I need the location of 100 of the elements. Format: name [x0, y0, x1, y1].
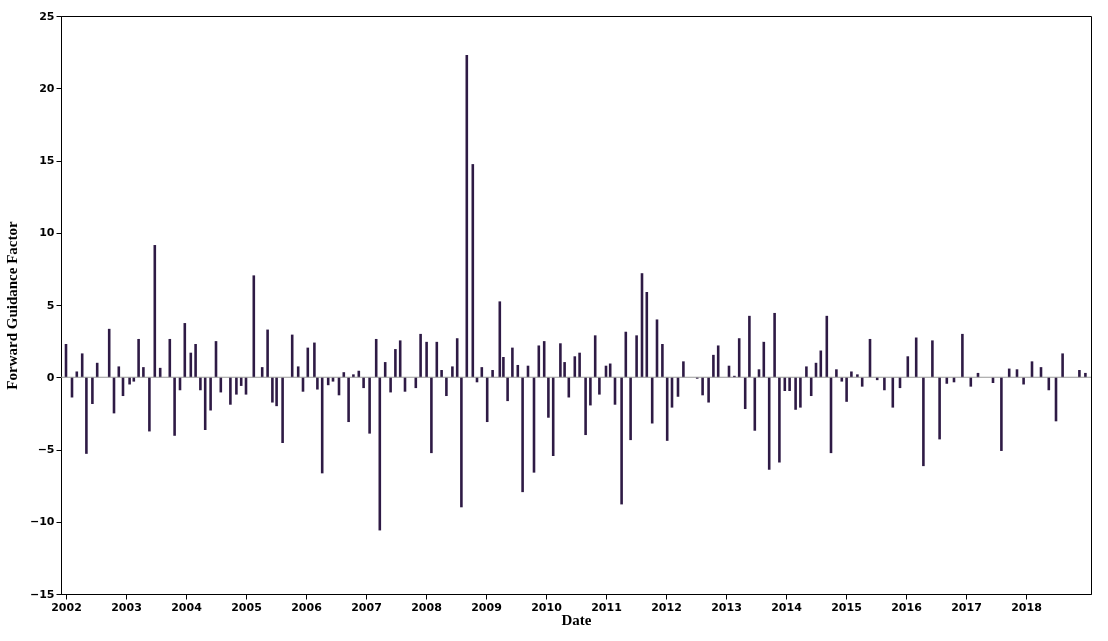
- x-tick-label: 2016: [891, 600, 923, 614]
- bar: [845, 377, 848, 402]
- bar: [158, 367, 162, 378]
- bar: [290, 334, 294, 378]
- bar: [809, 377, 813, 397]
- bar: [394, 349, 397, 378]
- bar: [485, 377, 489, 423]
- y-tick-label: 25: [39, 9, 55, 23]
- bar: [235, 377, 238, 395]
- bar: [547, 377, 550, 418]
- x-tick-label: 2008: [411, 600, 442, 614]
- bar: [835, 369, 838, 378]
- bar: [620, 377, 623, 505]
- bar: [91, 377, 94, 404]
- bar: [209, 377, 212, 411]
- bar: [1007, 368, 1011, 378]
- bar: [608, 363, 612, 378]
- bar: [229, 377, 232, 405]
- bar: [551, 377, 555, 456]
- bar: [521, 377, 524, 493]
- bar: [629, 377, 632, 441]
- bar: [794, 377, 797, 410]
- bar: [425, 341, 428, 378]
- bar: [635, 335, 638, 378]
- bar: [491, 370, 494, 378]
- x-tick-label: 2003: [111, 600, 142, 614]
- bar: [95, 362, 99, 378]
- bar: [593, 335, 597, 378]
- bar: [650, 377, 654, 424]
- x-tick-label: 2018: [1011, 600, 1042, 614]
- y-axis-title: Forward Guidance Factor: [3, 221, 20, 390]
- bar: [440, 370, 443, 378]
- x-tick-label: 2011: [591, 600, 622, 614]
- bar: [107, 328, 111, 378]
- bar: [374, 338, 378, 378]
- x-tick-label: 2006: [291, 600, 323, 614]
- bar: [313, 342, 316, 378]
- bar: [712, 354, 715, 378]
- bar: [320, 377, 324, 474]
- bar: [1000, 377, 1003, 451]
- bar: [430, 377, 433, 454]
- bar: [368, 377, 371, 434]
- bar: [788, 377, 791, 391]
- y-tick-label: −10: [29, 515, 55, 529]
- bar: [137, 338, 140, 378]
- bar: [701, 377, 704, 396]
- bar: [199, 377, 202, 391]
- bar: [80, 353, 84, 378]
- x-tick-label: 2002: [51, 600, 82, 614]
- bar: [260, 367, 264, 378]
- bar: [511, 347, 514, 378]
- bar: [362, 377, 365, 389]
- bar: [1078, 370, 1081, 378]
- bar: [743, 377, 747, 410]
- bar: [455, 338, 459, 378]
- bar: [398, 340, 402, 378]
- bar: [914, 337, 918, 378]
- bar: [805, 366, 808, 378]
- bar: [389, 377, 392, 393]
- bar: [460, 377, 463, 508]
- bar: [542, 341, 546, 378]
- bar: [737, 338, 741, 378]
- bar: [856, 374, 859, 378]
- bar: [142, 367, 145, 378]
- bar: [598, 377, 601, 395]
- bar: [352, 374, 355, 378]
- y-tick-label: 5: [46, 298, 55, 312]
- x-tick-label: 2015: [831, 600, 862, 614]
- bar: [661, 344, 664, 378]
- bar: [883, 377, 886, 391]
- bar: [778, 377, 781, 463]
- y-tick-label: 20: [39, 81, 55, 95]
- x-tick-label: 2017: [951, 600, 982, 614]
- bar: [938, 377, 941, 440]
- bar: [665, 377, 669, 441]
- bar: [961, 333, 964, 378]
- bar: [748, 315, 751, 378]
- bar: [451, 366, 454, 378]
- y-tick-label: −5: [37, 443, 55, 456]
- bar: [347, 377, 350, 423]
- bar: [767, 377, 771, 470]
- x-tick-label: 2009: [471, 600, 502, 614]
- bar: [85, 377, 88, 454]
- bar: [773, 312, 776, 378]
- x-tick-label: 2013: [711, 600, 742, 614]
- x-tick-label: 2010: [531, 600, 563, 614]
- bar: [445, 377, 448, 397]
- bar: [203, 377, 207, 430]
- bar: [383, 362, 387, 378]
- bar: [296, 366, 300, 378]
- bar: [931, 340, 934, 378]
- x-tick-label: 2005: [231, 600, 262, 614]
- bar: [194, 344, 197, 378]
- bar: [148, 377, 151, 432]
- bar: [281, 377, 284, 443]
- bar: [271, 377, 274, 403]
- bar: [266, 329, 269, 378]
- x-axis-title: Date: [561, 611, 592, 628]
- x-tick-label: 2004: [171, 600, 203, 614]
- bar: [589, 377, 592, 406]
